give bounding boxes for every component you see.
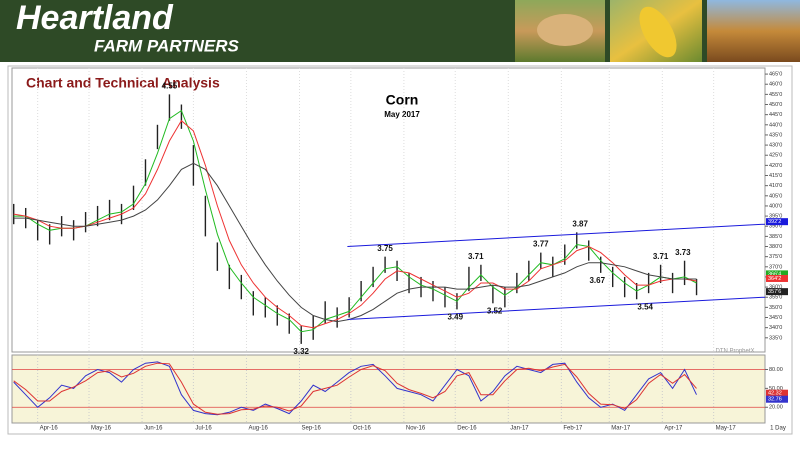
last-value-box [766, 270, 788, 278]
stochastic-panel [11, 354, 766, 424]
last-value-box [766, 389, 788, 397]
y-tick-label: 375'0 [769, 254, 782, 260]
last-value-label: 32.76 [768, 397, 782, 403]
y-tick-label: 380'0 [769, 244, 782, 250]
price-panel [11, 67, 766, 353]
y-tick-label: 425'0 [769, 153, 782, 159]
price-annotation: 3.77 [533, 240, 549, 249]
moving-average [13, 109, 697, 333]
y-tick-label: 420'0 [769, 163, 782, 169]
x-tick-label: Apr-17 [664, 426, 683, 432]
y-tick-label: 350'0 [769, 305, 782, 311]
x-tick-label: Feb-17 [563, 426, 583, 432]
x-tick-label: May-17 [716, 426, 737, 432]
x-tick-label: Dec-16 [457, 426, 477, 432]
price-annotation: 3.71 [653, 252, 669, 261]
y-tick-label: 370'0 [769, 264, 782, 270]
y-tick-label: 435'0 [769, 132, 782, 138]
y-tick-label: 440'0 [769, 122, 782, 128]
last-value-label: 42.32 [768, 391, 782, 397]
photo-soybeans [707, 0, 800, 62]
y-tick-label: 385'0 [769, 234, 782, 240]
y-tick-label: 400'0 [769, 203, 782, 209]
last-value-box [766, 288, 788, 296]
photo-detail [639, 6, 677, 58]
y-tick-label: 395'0 [769, 214, 782, 220]
price-annotation: 3.32 [293, 347, 309, 356]
y-tick-label: 335'0 [769, 335, 782, 341]
price-annotation: 3.73 [675, 248, 691, 257]
price-annotation: 3.52 [487, 306, 503, 315]
y-tick-label: 80.00 [769, 367, 783, 373]
tagline: FARM PARTNERS [94, 36, 239, 55]
x-tick-label: Oct-16 [353, 426, 372, 432]
y-tick-label: 450'0 [769, 102, 782, 108]
channel-line [347, 223, 766, 247]
price-annotation: 3.54 [637, 302, 653, 311]
last-value-label: 366'4 [768, 271, 781, 277]
y-tick-label: 430'0 [769, 143, 782, 149]
y-tick-label: 20.00 [769, 405, 783, 411]
moving-average [13, 162, 697, 323]
photo-detail [537, 14, 593, 46]
channel-line [347, 296, 766, 320]
price-annotation: 3.87 [572, 219, 588, 228]
price-annotation: 3.49 [447, 313, 463, 322]
x-tick-label: Sep-16 [302, 426, 322, 432]
last-value-box [766, 274, 788, 282]
interval-label: 1 Day [770, 426, 786, 432]
chart-subtitle: May 2017 [384, 110, 420, 119]
y-tick-label: 345'0 [769, 315, 782, 321]
last-value-box [766, 395, 788, 403]
price-annotation: 4.55 [162, 81, 178, 90]
y-tick-label: 465'0 [769, 72, 782, 78]
price-annotation: 3.67 [589, 276, 605, 285]
x-tick-label: Mar-17 [611, 426, 631, 432]
y-tick-label: 410'0 [769, 183, 782, 189]
x-tick-label: Jul-16 [195, 426, 212, 432]
y-tick-label: 360'0 [769, 285, 782, 291]
x-tick-label: Nov-16 [406, 426, 426, 432]
y-tick-label: 460'0 [769, 82, 782, 88]
y-tick-label: 415'0 [769, 173, 782, 179]
y-tick-label: 405'0 [769, 193, 782, 199]
x-tick-label: Apr-16 [40, 426, 59, 432]
y-tick-label: 455'0 [769, 92, 782, 98]
brand: Heartland [16, 0, 174, 37]
x-tick-label: May-16 [91, 426, 112, 432]
stochastic-line [13, 362, 697, 415]
y-tick-label: 390'0 [769, 224, 782, 230]
stochastic-line [13, 361, 697, 416]
x-tick-label: Jan-17 [510, 426, 529, 432]
x-tick-label: Aug-16 [248, 426, 268, 432]
y-tick-label: 340'0 [769, 325, 782, 331]
y-tick-label: 445'0 [769, 112, 782, 118]
y-tick-label: 50.00 [769, 386, 783, 392]
last-value-label: 357'6 [768, 289, 781, 295]
last-value-box [766, 218, 788, 226]
moving-average [13, 119, 697, 329]
x-tick-label: Jun-16 [144, 426, 163, 432]
last-value-label: 392'2 [768, 219, 781, 225]
last-value-label: 364'2 [768, 276, 781, 282]
price-annotation: 3.71 [468, 252, 484, 261]
price-annotation: 3.75 [377, 244, 393, 253]
chart-title: Corn [386, 92, 419, 108]
y-tick-label: 355'0 [769, 295, 782, 301]
section-title: Chart and Technical Analysis [26, 75, 220, 91]
